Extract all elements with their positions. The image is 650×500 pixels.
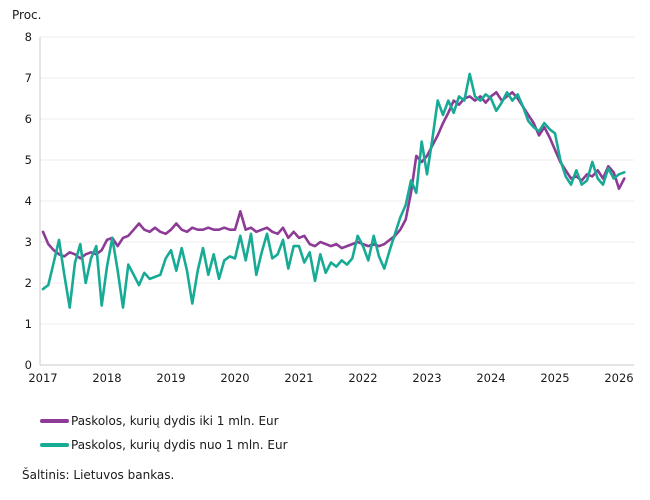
chart-source: Šaltinis: Lietuvos bankas. <box>22 468 175 482</box>
legend-label-large-loans: Paskolos, kurių dydis nuo 1 mln. Eur <box>71 438 288 452</box>
legend-line-swatch-teal <box>40 443 69 447</box>
svg-text:2024: 2024 <box>476 371 505 385</box>
svg-text:5: 5 <box>25 153 32 167</box>
svg-text:1: 1 <box>25 317 32 331</box>
svg-text:2021: 2021 <box>284 371 313 385</box>
svg-text:2025: 2025 <box>540 371 569 385</box>
svg-text:2020: 2020 <box>220 371 249 385</box>
legend-item-small-loans: Paskolos, kurių dydis iki 1 mln. Eur <box>40 414 288 428</box>
svg-text:2022: 2022 <box>348 371 377 385</box>
svg-text:0: 0 <box>25 358 32 372</box>
chart-legend: Paskolos, kurių dydis iki 1 mln. Eur Pas… <box>40 414 288 452</box>
svg-text:2018: 2018 <box>92 371 121 385</box>
legend-label-small-loans: Paskolos, kurių dydis iki 1 mln. Eur <box>71 414 279 428</box>
svg-text:2026: 2026 <box>604 371 633 385</box>
y-axis-unit-label: Proc. <box>12 8 42 22</box>
svg-text:2019: 2019 <box>156 371 185 385</box>
line-chart-svg: 0 1 2 3 4 5 6 7 8 2017 2018 2019 2020 2021 2022 2023 202… <box>25 30 634 385</box>
svg-text:6: 6 <box>25 112 32 126</box>
svg-text:3: 3 <box>25 235 32 249</box>
svg-text:2023: 2023 <box>412 371 441 385</box>
svg-text:2017: 2017 <box>28 371 57 385</box>
svg-text:8: 8 <box>25 30 32 44</box>
svg-text:7: 7 <box>25 71 32 85</box>
legend-line-swatch-purple <box>40 419 69 423</box>
svg-text:2: 2 <box>25 276 32 290</box>
legend-item-large-loans: Paskolos, kurių dydis nuo 1 mln. Eur <box>40 438 288 452</box>
svg-text:4: 4 <box>25 194 32 208</box>
